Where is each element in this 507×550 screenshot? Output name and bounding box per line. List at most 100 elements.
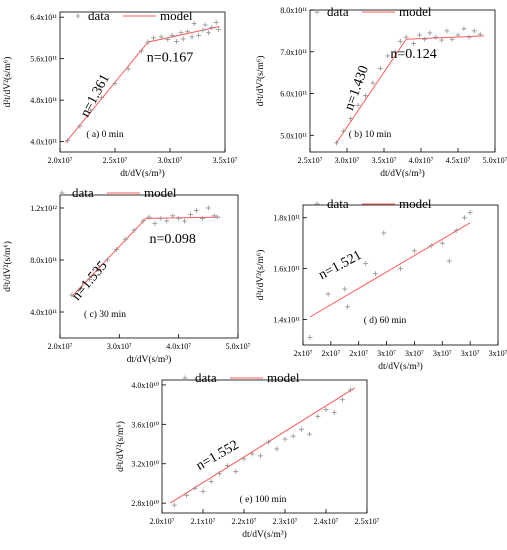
data-point [176,215,182,221]
slope-annotation: n=1.361 [78,72,113,120]
data-point [87,277,93,282]
data-point [158,215,164,221]
data-point [411,40,417,46]
y-tick-label: 3.2x10¹⁰ [131,460,159,469]
slope-annotation: n=1.521 [316,248,364,283]
data-point [334,140,340,146]
legend-data-label: data [327,196,349,211]
panel-caption: ( b) 10 min [349,129,392,140]
data-point [462,215,468,221]
data-point [249,451,255,457]
y-tick-label: 4.0x10¹¹ [30,138,57,147]
data-point [345,304,351,310]
y-tick-label: 4.0x10¹¹ [30,308,57,317]
x-tick-label: 2.0x10⁷ [48,342,73,351]
data-point [202,22,208,28]
y-tick-label: 4.0x10¹⁰ [131,381,159,390]
data-point [188,212,194,217]
data-point [370,80,376,86]
data-point [381,230,387,236]
data-point [290,433,296,439]
x-tick-label: 2.3x10⁷ [273,517,298,526]
data-point [125,66,131,72]
data-point [199,215,205,221]
y-tick-label: 7.0x10¹¹ [280,48,307,57]
data-point [466,34,472,40]
data-point [398,266,403,272]
plot-frame [161,379,368,514]
data-point [171,502,177,508]
data-point [214,214,220,220]
data-point [397,38,403,44]
data-point [113,247,119,253]
x-tick-label: 3x10⁷ [461,349,480,358]
y-tick-label: 6.4x10¹¹ [30,13,57,22]
legend-data-label: data [72,185,94,200]
data-point [422,36,428,42]
y-tick-label: 1.6x10¹¹ [273,265,300,274]
y-tick-label: 4.8x10¹¹ [30,96,57,105]
legend-data-label: data [88,8,110,23]
data-point [208,478,214,484]
chart-panel-c: 2.0x10⁷ 3.0x10⁷ 4.0x10⁷ 5.0x10⁷ 4.0x10¹¹ 8.0x… [2,185,251,365]
legend-data-marker [75,13,81,19]
chart-panel-b: 2.5x10⁷ 3.0x10⁷ 3.5x10⁷ 4.0x10⁷ 4.5x10⁷ 5.0x1… [255,4,507,179]
data-point [65,138,71,144]
data-point [363,93,368,99]
data-point [151,35,156,41]
x-tick-label: 5.0x10⁷ [226,342,251,351]
data-point [348,387,354,393]
x-tick-label: 3x10⁷ [377,349,396,358]
legend-data-marker [314,201,320,207]
legend-data-label: data [195,370,217,385]
data-point [152,221,158,227]
y-tick-label: 8.0x10¹¹ [30,256,57,265]
x-tick-label: 3.5x10⁷ [213,156,238,165]
legend-data-label: data [327,4,349,19]
y-tick-label: 6.0x10¹¹ [280,90,307,99]
slope-annotation: n=0.167 [147,50,193,65]
x-tick-label: 2x10⁷ [321,349,340,358]
data-point [363,261,369,267]
y-axis-label: d²t/dV²(s/m⁶) [115,421,126,472]
chart-panel-d: 2x10⁷ 2x10⁷ 3x10⁷ 3x10⁷ 2x10⁷ 3x10⁷ 3x10⁷ 3x10⁷… [255,196,507,372]
data-point [225,463,231,469]
y-tick-label: 5.6x10¹¹ [30,55,57,64]
data-point [340,128,346,134]
data-point [449,36,455,42]
data-point [307,334,313,340]
data-point [184,492,190,498]
panel-caption: ( a) 0 min [86,129,123,140]
data-point [213,19,219,25]
plot-frame [309,9,496,153]
data-point [182,218,188,224]
data-point [78,286,84,292]
x-tick-label: 2.2x10⁷ [232,517,257,526]
x-tick-label: 2.4x10⁷ [314,517,339,526]
data-point [241,456,247,462]
data-point [403,34,409,40]
data-point [104,257,110,263]
x-tick-label: 2.0x10⁷ [48,156,73,165]
y-tick-label: 1.2x10¹² [30,204,57,213]
data-point [377,65,383,71]
slope-annotation: n=1.535 [69,259,110,304]
data-point [417,32,423,38]
chart-panel-a: 2.0x10⁷ 2.5x10⁷ 3.0x10⁷ 3.5x10⁷ 4.0x10¹¹ 4.8x… [2,8,238,179]
x-tick-label: 3x10⁷ [433,349,452,358]
y-axis-label: d²t/dV²(s/m⁶) [2,241,13,292]
slope-annotation: n=1.552 [194,438,242,474]
x-axis-label: dt/dV(s/m³) [127,354,172,365]
legend: data model [314,196,432,211]
x-tick-label: 2.0x10⁷ [150,517,175,526]
slope-annotation: n=0.124 [390,47,436,62]
data-point [209,25,215,31]
model-line [309,222,471,318]
legend-model-label: model [267,370,300,385]
legend-data-marker [59,190,65,196]
model-line [71,216,221,297]
x-tick-label: 3x10⁷ [405,349,424,358]
y-tick-label: 5.0x10¹¹ [280,131,307,140]
data-point [427,30,433,36]
data-point [140,218,146,224]
